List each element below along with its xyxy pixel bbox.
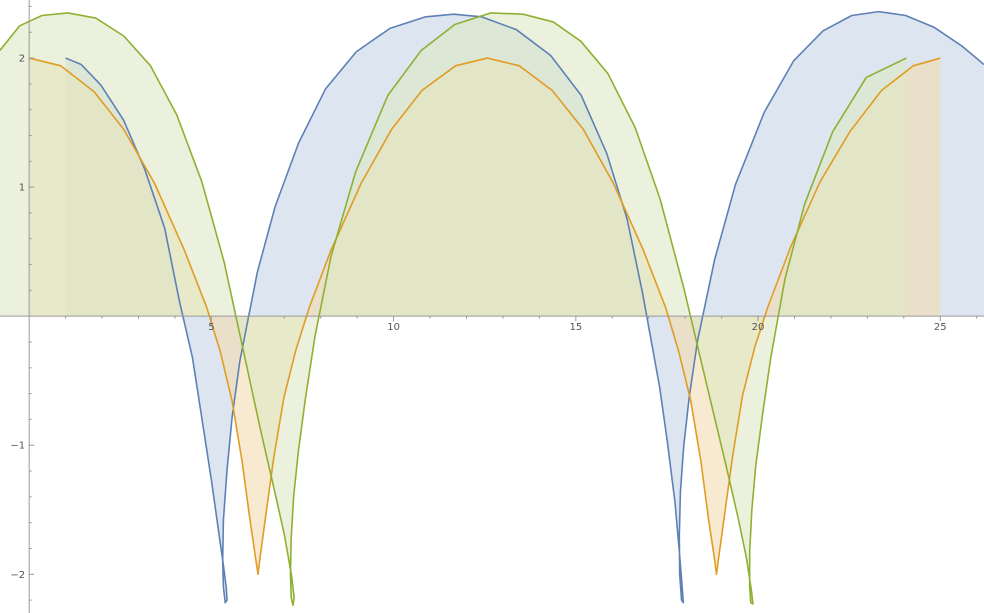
series-2-line bbox=[28, 57, 941, 576]
x-tick-label: 20 bbox=[752, 322, 765, 333]
y-tick-label: −2 bbox=[10, 570, 25, 581]
series-3-fill bbox=[0, 12, 907, 606]
series-lines bbox=[0, 10, 984, 607]
x-tick-label: 5 bbox=[208, 322, 214, 333]
y-tick-label: 1 bbox=[19, 183, 25, 194]
series-1-line bbox=[65, 10, 984, 604]
x-tick-label: 10 bbox=[387, 322, 400, 333]
x-tick-label: 15 bbox=[569, 322, 582, 333]
x-tick-label: 25 bbox=[934, 322, 947, 333]
series-fills bbox=[0, 11, 984, 606]
y-tick-label: −1 bbox=[10, 441, 25, 452]
series-3-line bbox=[0, 12, 907, 607]
y-tick-label: 2 bbox=[19, 54, 25, 65]
